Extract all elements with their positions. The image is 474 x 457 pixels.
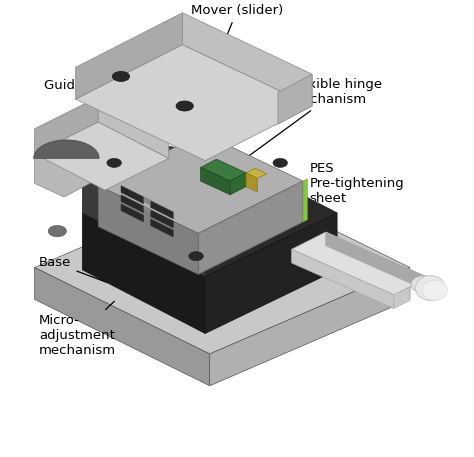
Ellipse shape: [273, 158, 288, 167]
Text: Base: Base: [39, 256, 107, 282]
Polygon shape: [151, 210, 173, 228]
Ellipse shape: [107, 158, 121, 167]
Polygon shape: [121, 204, 144, 222]
Polygon shape: [201, 167, 230, 195]
Polygon shape: [35, 122, 98, 197]
Polygon shape: [246, 168, 266, 178]
Polygon shape: [144, 197, 151, 205]
Polygon shape: [151, 219, 173, 237]
Polygon shape: [34, 140, 99, 158]
Polygon shape: [210, 267, 410, 386]
Polygon shape: [98, 186, 198, 274]
Polygon shape: [35, 267, 210, 386]
Polygon shape: [121, 186, 144, 204]
Ellipse shape: [48, 225, 66, 237]
Polygon shape: [201, 159, 246, 181]
Polygon shape: [82, 149, 337, 276]
Polygon shape: [292, 232, 428, 295]
Ellipse shape: [176, 101, 193, 111]
Polygon shape: [144, 206, 151, 214]
Text: PES
Pre-tightening
sheet: PES Pre-tightening sheet: [274, 162, 404, 207]
Polygon shape: [82, 213, 205, 334]
Text: Micro-
adjustment
mechanism: Micro- adjustment mechanism: [39, 301, 116, 357]
Ellipse shape: [411, 276, 436, 293]
Ellipse shape: [416, 276, 445, 301]
Polygon shape: [278, 74, 312, 124]
Polygon shape: [75, 13, 182, 99]
Text: Flexible hinge
mechanism: Flexible hinge mechanism: [242, 78, 383, 161]
Text: Mover (slider): Mover (slider): [191, 4, 283, 69]
Ellipse shape: [189, 252, 203, 260]
Polygon shape: [82, 144, 205, 276]
Polygon shape: [198, 181, 303, 274]
Polygon shape: [326, 232, 428, 291]
Polygon shape: [35, 97, 98, 154]
Ellipse shape: [112, 71, 129, 81]
Polygon shape: [230, 173, 246, 195]
Polygon shape: [98, 97, 169, 158]
Polygon shape: [182, 13, 312, 106]
Polygon shape: [35, 181, 410, 354]
Polygon shape: [394, 287, 410, 308]
Polygon shape: [246, 173, 257, 192]
Polygon shape: [205, 213, 337, 334]
Polygon shape: [98, 133, 303, 234]
Polygon shape: [292, 250, 394, 308]
Polygon shape: [303, 179, 308, 222]
Polygon shape: [121, 195, 144, 213]
Ellipse shape: [422, 280, 447, 301]
Text: Guide rail: Guide rail: [44, 79, 108, 126]
Polygon shape: [35, 122, 169, 190]
Polygon shape: [75, 45, 312, 160]
Polygon shape: [151, 201, 173, 219]
